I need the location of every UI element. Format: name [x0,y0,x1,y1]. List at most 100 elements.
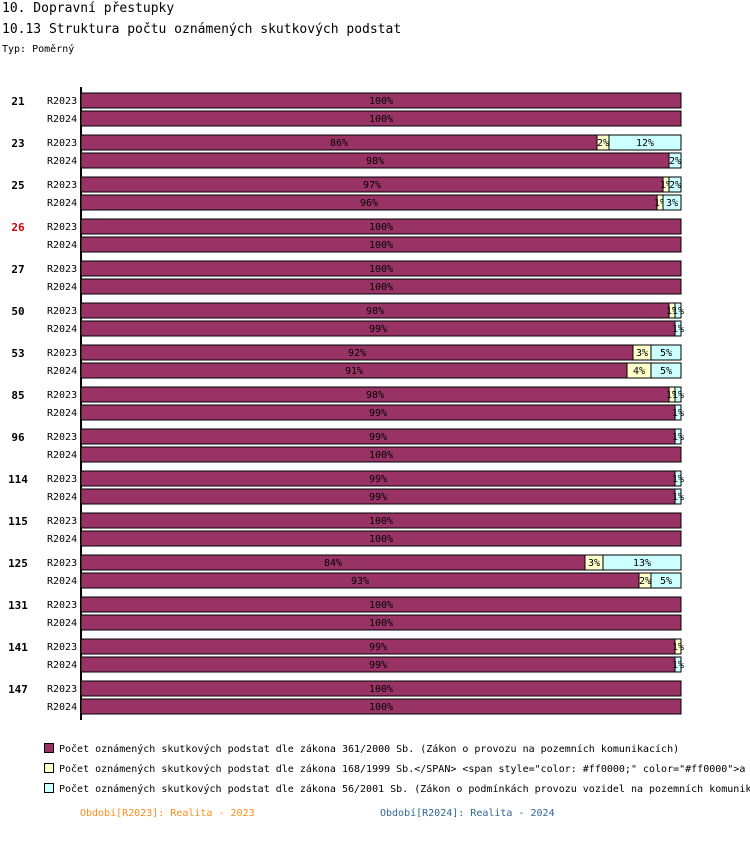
row-label: R2024 [47,702,77,713]
data-label: 100% [369,114,393,125]
bar-segment [674,302,682,319]
row-label: R2024 [47,240,77,251]
data-label: 86% [330,138,348,149]
data-label: 99% [369,432,387,443]
row-label: R2023 [47,264,77,275]
legend-swatch-361 [44,743,54,753]
data-label: 12% [636,138,654,149]
category-label: 125 [8,557,28,570]
bar-segment [80,278,682,295]
category-label: 27 [11,263,24,276]
data-label: 99% [369,660,387,671]
data-label: 3% [666,198,678,209]
data-label: 100% [369,282,393,293]
row-label: R2024 [47,576,77,587]
data-label: 1% [654,198,666,209]
data-label: 100% [369,240,393,251]
row-label: R2023 [47,432,77,443]
data-label: 99% [369,408,387,419]
data-label: 1% [672,390,684,401]
bar-segment [650,362,682,379]
bar-segment [80,236,682,253]
data-label: 100% [369,618,393,629]
data-label: 100% [369,450,393,461]
bar-segment [650,572,682,589]
data-label: 1% [666,390,678,401]
row-label: R2024 [47,114,77,125]
category-label: 50 [11,305,24,318]
bar-segment [80,596,682,613]
bar-segment [674,488,682,505]
bar-segment [674,320,682,337]
row-label: R2024 [47,198,77,209]
data-label: 3% [588,558,600,569]
category-label: 21 [11,95,25,108]
row-label: R2023 [47,600,77,611]
data-label: 1% [672,492,684,503]
data-label: 99% [369,324,387,335]
bar-segment [662,194,682,211]
category-label: 25 [11,179,24,192]
legend-swatch-56 [44,783,54,793]
bar-segment [608,134,682,151]
bar-segment [80,446,682,463]
bar-segment [80,92,682,109]
data-label: 100% [369,600,393,611]
bar-segment [668,152,682,169]
data-label: 97% [363,180,381,191]
data-label: 2% [597,138,609,149]
data-label: 100% [369,534,393,545]
data-label: 5% [660,348,672,359]
bar-segment [80,218,682,235]
row-label: R2023 [47,222,77,233]
row-label: R2024 [47,534,77,545]
data-label: 1% [672,306,684,317]
row-label: R2023 [47,642,77,653]
bar-segment [674,386,682,403]
row-label: R2023 [47,516,77,527]
bar-segment [674,428,682,445]
category-label: 96 [11,431,25,444]
data-label: 2% [639,576,651,587]
data-label: 1% [672,642,684,653]
bar-segment [80,110,682,127]
bar-segment [674,404,682,421]
data-label: 100% [369,96,393,107]
row-label: R2023 [47,96,77,107]
data-label: 1% [672,474,684,485]
legend-item-56: Počet oznámených skutkových podstat dle … [44,783,750,795]
data-label: 1% [672,432,684,443]
category-label: 23 [11,137,24,150]
legend-label-361: Počet oznámených skutkových podstat dle … [59,744,680,755]
bar-segment [80,698,682,715]
row-label: R2024 [47,618,77,629]
data-label: 98% [366,390,384,401]
bar-segment [80,680,682,697]
category-label: 115 [8,515,28,528]
data-label: 1% [672,408,684,419]
row-label: R2024 [47,492,77,503]
legend-label-56: Počet oznámených skutkových podstat dle … [59,784,750,795]
bar-segment [80,614,682,631]
data-label: 96% [360,198,378,209]
data-label: 1% [672,324,684,335]
data-label: 4% [633,366,645,377]
bar-segment [674,638,682,655]
chart-title: 10.13 Struktura počtu oznámených skutkov… [2,22,402,37]
report-title: 10. Dopravní přestupky [2,1,175,16]
data-label: 100% [369,222,393,233]
row-label: R2024 [47,324,77,335]
data-label: 99% [369,642,387,653]
category-label: 147 [8,683,28,696]
period-r2023: Období[R2023]: Realita - 2023 [80,808,255,819]
row-label: R2024 [47,408,77,419]
data-label: 99% [369,474,387,485]
legend-item-168: Počet oznámených skutkových podstat dle … [44,763,745,775]
row-label: R2023 [47,558,77,569]
chart-type-label: Typ: Poměrný [2,44,75,55]
data-label: 84% [324,558,342,569]
row-label: R2024 [47,156,77,167]
bar-segment [668,176,682,193]
data-label: 3% [636,348,648,359]
row-label: R2024 [47,450,77,461]
